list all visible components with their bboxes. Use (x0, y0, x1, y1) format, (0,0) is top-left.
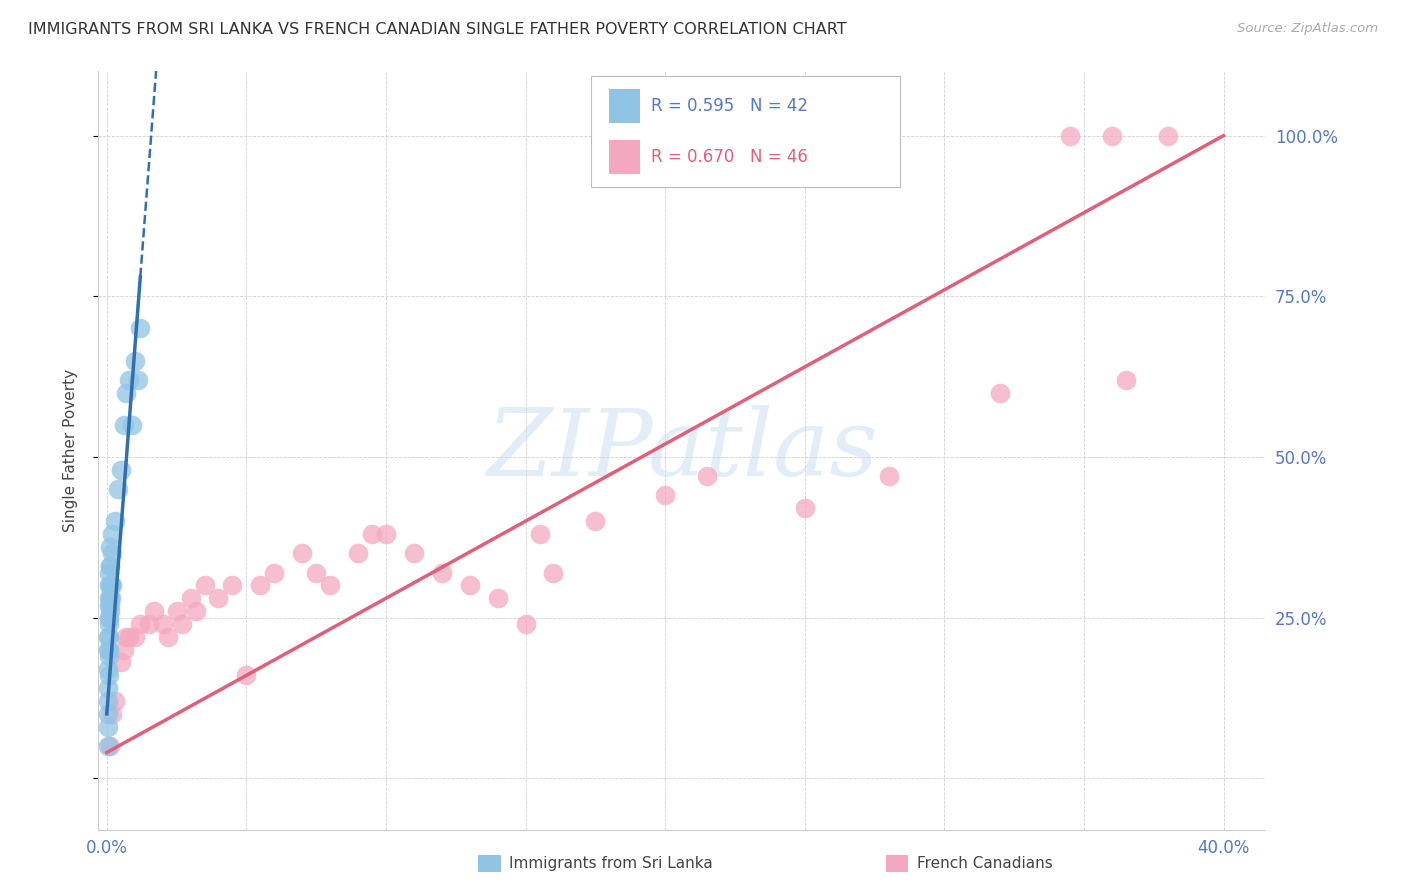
Text: ZIPatlas: ZIPatlas (486, 406, 877, 495)
Point (207, 591, 229, 606)
Point (100, 559, 122, 574)
Text: Immigrants from Sri Lanka: Immigrants from Sri Lanka (509, 856, 713, 871)
Text: IMMIGRANTS FROM SRI LANKA VS FRENCH CANADIAN SINGLE FATHER POVERTY CORRELATION C: IMMIGRANTS FROM SRI LANKA VS FRENCH CANA… (28, 22, 846, 37)
Point (305, 566, 328, 580)
Point (101, 706, 124, 721)
Point (193, 578, 215, 592)
Point (129, 616, 152, 631)
Point (97, 706, 120, 721)
Point (118, 373, 141, 387)
Point (98, 591, 121, 606)
Point (107, 482, 129, 496)
Point (97, 681, 120, 696)
Point (98, 616, 121, 631)
Point (143, 604, 166, 618)
Point (97, 739, 120, 753)
Point (101, 578, 124, 592)
Point (112, 417, 135, 432)
Point (97, 578, 120, 592)
Point (97, 610, 120, 624)
Point (129, 321, 152, 335)
Point (97, 598, 120, 612)
Point (112, 642, 135, 657)
Point (157, 630, 180, 644)
Point (654, 488, 676, 502)
Point (361, 527, 384, 541)
Point (1157, 128, 1180, 143)
Point (104, 514, 127, 528)
Point (793, 501, 815, 516)
Text: French Canadians: French Canadians (917, 856, 1053, 871)
Point (458, 578, 481, 592)
Point (543, 566, 565, 580)
Point (98, 578, 121, 592)
Point (1115, 373, 1137, 387)
Text: R = 0.670   N = 46: R = 0.670 N = 46 (651, 148, 808, 166)
Point (583, 514, 606, 528)
Point (696, 469, 718, 483)
Point (110, 463, 132, 477)
Point (97, 630, 120, 644)
Point (430, 566, 453, 580)
Point (1101, 128, 1123, 143)
Point (110, 656, 132, 670)
Point (98, 566, 121, 580)
Point (97, 720, 120, 734)
Point (375, 527, 398, 541)
Point (98, 559, 121, 574)
Point (347, 546, 370, 560)
Point (98, 610, 121, 624)
Point (101, 546, 124, 560)
Point (97, 649, 120, 664)
Point (249, 578, 271, 592)
Text: Source: ZipAtlas.com: Source: ZipAtlas.com (1237, 22, 1378, 36)
Point (98, 598, 121, 612)
Point (98, 739, 121, 753)
Point (100, 578, 122, 592)
Point (104, 694, 127, 708)
Point (263, 566, 285, 580)
Point (97, 668, 120, 682)
Point (221, 578, 243, 592)
Point (124, 353, 146, 368)
Point (529, 527, 551, 541)
Text: R = 0.595   N = 42: R = 0.595 N = 42 (651, 97, 808, 115)
Point (152, 616, 174, 631)
Point (98, 591, 121, 606)
Point (127, 373, 149, 387)
Point (98, 540, 121, 554)
Point (97, 630, 120, 644)
Point (121, 417, 143, 432)
Point (97, 662, 120, 676)
Point (184, 604, 207, 618)
Point (291, 546, 314, 560)
Point (402, 546, 425, 560)
Point (115, 385, 138, 400)
Point (118, 630, 141, 644)
Point (1059, 128, 1081, 143)
Point (98, 604, 121, 618)
Point (172, 616, 194, 631)
Point (97, 642, 120, 657)
Point (877, 469, 900, 483)
Point (98, 642, 121, 657)
Point (180, 591, 202, 606)
Y-axis label: Single Father Poverty: Single Father Poverty (63, 369, 77, 532)
Point (319, 578, 342, 592)
Point (138, 616, 160, 631)
Point (124, 630, 146, 644)
Point (97, 694, 120, 708)
Point (100, 591, 122, 606)
Point (235, 668, 257, 682)
Point (115, 630, 138, 644)
Point (166, 604, 188, 618)
Point (515, 616, 537, 631)
Point (101, 527, 124, 541)
Point (486, 591, 509, 606)
Point (98, 578, 121, 592)
Point (988, 385, 1011, 400)
